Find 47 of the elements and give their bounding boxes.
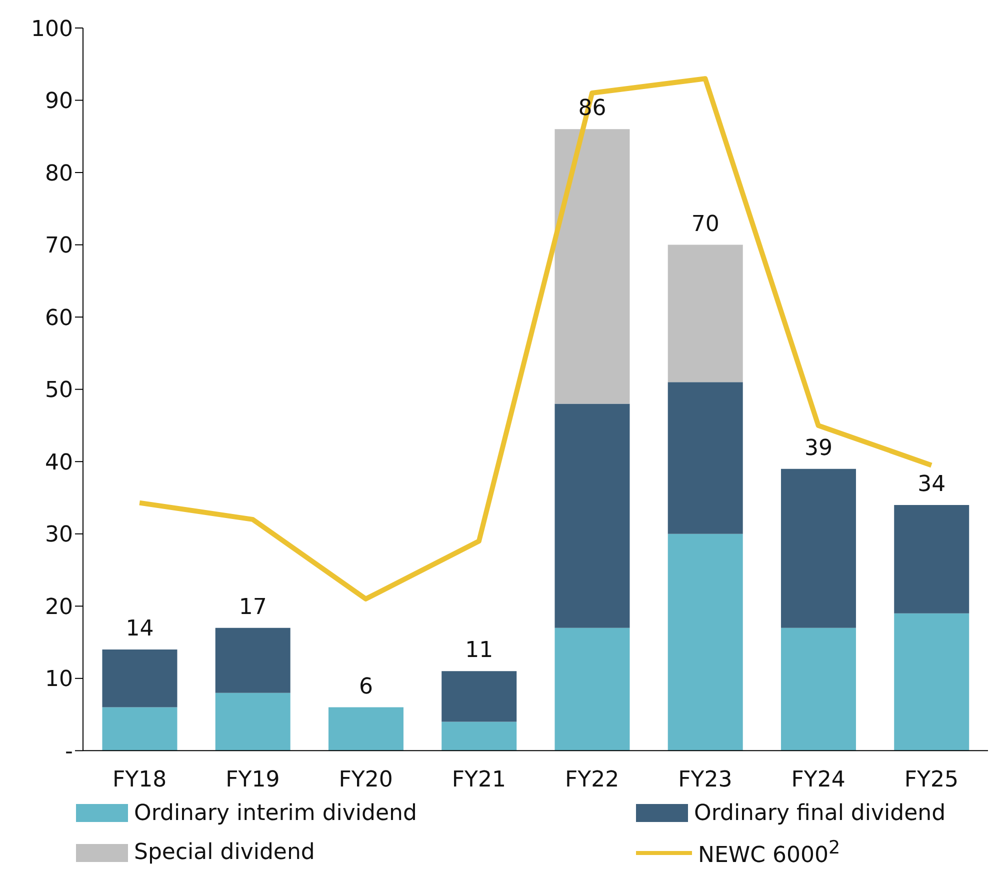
total-label: 70	[691, 212, 720, 237]
x-tick-label: FY25	[904, 767, 958, 792]
total-label: 6	[358, 674, 373, 700]
bar	[554, 129, 630, 404]
bar	[554, 628, 630, 751]
y-tick-label: 50	[45, 378, 73, 404]
bar	[215, 628, 290, 693]
bar	[780, 628, 856, 751]
x-tick-label: FY18	[112, 767, 167, 792]
bar	[554, 404, 630, 628]
bar	[102, 707, 178, 751]
legend-label: NEWC 6000$^{2}$	[698, 838, 840, 868]
y-tick-label: -	[65, 739, 73, 764]
legend-label: Ordinary final dividend	[694, 800, 946, 826]
legend-label: Special dividend	[134, 840, 315, 866]
y-tick-label: 70	[45, 234, 73, 259]
bar	[102, 650, 178, 708]
x-tick-label: FY19	[226, 767, 280, 792]
y-tick-label: 90	[45, 89, 73, 114]
total-label: 39	[804, 436, 832, 461]
bar	[894, 504, 970, 614]
bar	[668, 534, 743, 751]
y-tick-label: 40	[45, 450, 73, 476]
bar	[668, 382, 743, 534]
y-tick-label: 20	[45, 594, 73, 620]
bar	[442, 722, 517, 751]
y-tick-label: 60	[45, 306, 73, 331]
bar	[215, 692, 290, 751]
total-label: 11	[465, 638, 494, 664]
y-tick-label: 10	[45, 667, 73, 692]
y-tick-label: 100	[31, 16, 73, 42]
x-tick-label: FY21	[452, 767, 506, 792]
bar	[668, 244, 743, 382]
total-label: 17	[238, 594, 267, 620]
bar	[894, 613, 970, 751]
y-tick-label: 30	[45, 522, 73, 548]
x-tick-label: FY24	[791, 767, 846, 792]
x-tick-label: FY20	[338, 767, 393, 792]
total-label: 34	[918, 472, 946, 497]
x-tick-label: FY23	[678, 767, 732, 792]
legend-label: Ordinary interim dividend	[134, 800, 417, 826]
total-label: 14	[126, 616, 154, 642]
bar	[442, 671, 517, 722]
bar	[780, 468, 856, 628]
bar	[328, 707, 404, 751]
y-tick-label: 80	[45, 161, 73, 186]
x-tick-label: FY22	[565, 767, 620, 792]
